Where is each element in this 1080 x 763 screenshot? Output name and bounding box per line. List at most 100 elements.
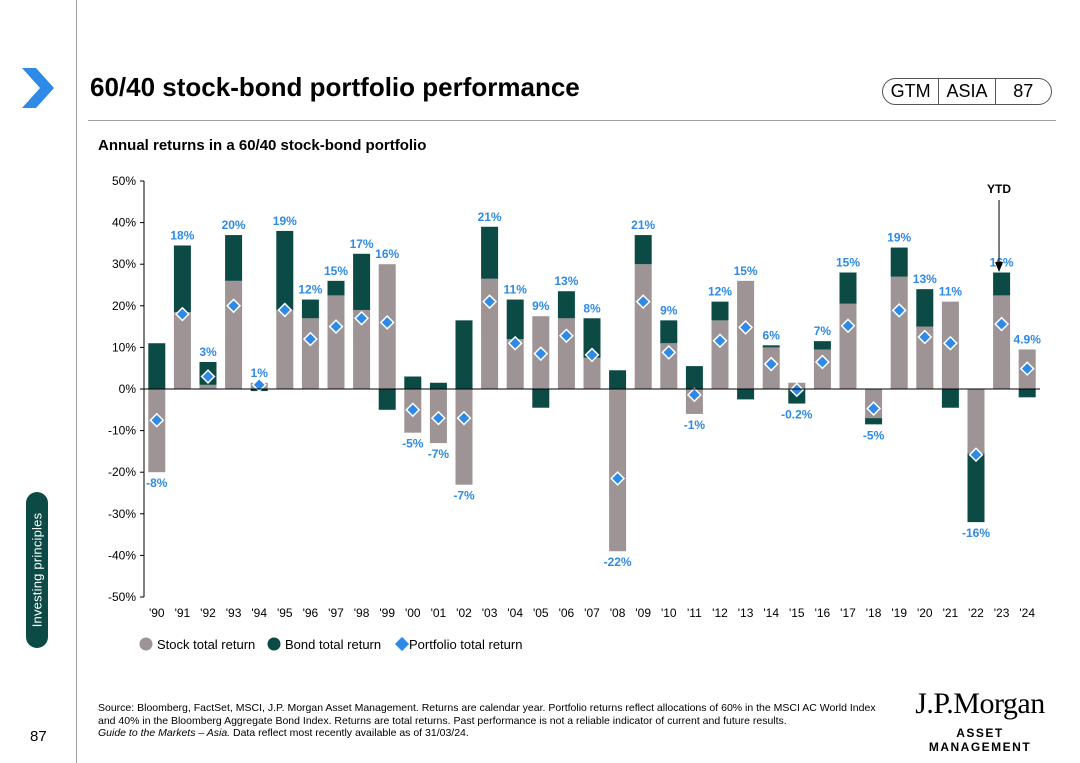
jpmorgan-logo: J.P.Morgan ASSET MANAGEMENT <box>905 688 1055 755</box>
bond-bar <box>353 253 371 310</box>
portfolio-marker <box>738 320 754 335</box>
x-tick-label: '18 <box>866 606 882 620</box>
data-label: -5% <box>863 428 885 442</box>
footnote: Source: Bloomberg, FactSet, MSCI, J.P. M… <box>98 702 888 740</box>
portfolio-marker <box>558 328 574 344</box>
data-label: 4.9% <box>1014 332 1042 346</box>
data-label: 3% <box>199 345 217 359</box>
x-tick-label: '19 <box>891 606 907 620</box>
portfolio-marker <box>226 298 242 314</box>
bond-bar <box>148 343 166 389</box>
portfolio-marker <box>507 335 523 351</box>
bond-bar <box>404 376 422 389</box>
portfolio-marker <box>405 402 421 418</box>
portfolio-marker <box>584 347 600 363</box>
portfolio-marker <box>789 382 805 398</box>
page-title: 60/40 stock-bond portfolio performance <box>90 72 580 102</box>
portfolio-marker <box>712 333 728 349</box>
legend-bond-swatch <box>267 637 281 651</box>
bond-bar <box>532 389 550 408</box>
x-tick-label: '04 <box>507 606 523 620</box>
data-label: 15% <box>324 264 348 278</box>
data-label: 15% <box>836 256 860 270</box>
x-tick-label: '05 <box>533 606 549 620</box>
bond-bar <box>762 345 780 348</box>
y-tick-label: -40% <box>108 548 136 562</box>
bond-bar <box>429 382 447 389</box>
chevron-right-icon <box>22 68 54 108</box>
portfolio-marker <box>814 354 830 370</box>
stock-bar <box>225 280 243 389</box>
data-label: 11% <box>939 285 963 299</box>
bond-bar <box>967 453 985 523</box>
footnote-data-note: Data reflect most recently available as … <box>230 727 469 739</box>
bond-bar <box>506 299 524 340</box>
x-tick-label: '24 <box>1019 606 1035 620</box>
x-tick-label: '21 <box>943 606 959 620</box>
portfolio-marker <box>149 412 165 428</box>
stock-bar <box>583 357 601 389</box>
stock-bar <box>609 389 627 552</box>
portfolio-marker <box>866 401 882 416</box>
bond-bar <box>916 289 934 327</box>
data-label: 12% <box>298 283 322 297</box>
portfolio-marker <box>968 447 984 463</box>
bond-bar <box>993 272 1011 296</box>
legend-bond-label: Bond total return <box>285 637 381 652</box>
bond-bar <box>173 245 191 313</box>
chart-title: Annual returns in a 60/40 stock-bond por… <box>98 137 427 154</box>
ytd-annotation: YTD <box>987 182 1011 196</box>
bond-bar <box>839 272 857 304</box>
portfolio-marker <box>174 306 190 322</box>
bond-bar <box>1018 389 1036 398</box>
gtm-badge: GTM ASIA 87 <box>882 78 1052 105</box>
x-tick-label: '03 <box>482 606 498 620</box>
data-label: 21% <box>631 218 655 232</box>
data-label: 8% <box>583 301 601 315</box>
x-tick-label: '91 <box>175 606 191 620</box>
data-label: 12% <box>708 285 732 299</box>
gtm-badge-region: ASIA <box>946 81 988 101</box>
x-tick-label: '90 <box>149 606 165 620</box>
data-label: 19% <box>273 214 297 228</box>
bond-bar <box>737 389 755 400</box>
x-tick-label: '11 <box>687 606 702 620</box>
data-label: 11% <box>504 283 528 297</box>
y-tick-label: -10% <box>108 424 136 438</box>
data-label: 18% <box>170 228 194 242</box>
y-tick-label: -50% <box>108 590 136 604</box>
stock-bar <box>276 309 294 389</box>
stock-bar <box>353 309 371 389</box>
portfolio-marker <box>635 294 651 310</box>
stock-bar <box>506 339 524 389</box>
portfolio-marker <box>354 310 370 326</box>
data-label: 9% <box>660 303 678 317</box>
bond-bar <box>276 230 294 310</box>
bond-bar <box>301 299 319 319</box>
portfolio-marker <box>840 318 856 334</box>
x-tick-label: '98 <box>354 606 370 620</box>
data-label: -1% <box>684 418 706 432</box>
title-divider <box>88 120 1056 121</box>
section-tab: Investing principles <box>26 492 48 648</box>
data-label: 13% <box>554 274 578 288</box>
stock-bar <box>993 295 1011 389</box>
legend-stock-swatch <box>139 637 153 651</box>
data-label: 20% <box>222 218 246 232</box>
page-number: 87 <box>30 728 47 745</box>
x-tick-label: '01 <box>431 606 447 620</box>
stock-bar <box>711 320 729 389</box>
portfolio-marker <box>430 410 446 426</box>
y-tick-label: -30% <box>108 507 136 521</box>
legend-portfolio-swatch <box>394 636 410 652</box>
data-label: -0.2% <box>781 408 813 422</box>
portfolio-marker <box>302 331 318 347</box>
data-label: 19% <box>887 231 911 245</box>
portfolio-marker <box>763 356 779 372</box>
stock-bar <box>481 278 499 389</box>
y-tick-label: -20% <box>108 465 136 479</box>
portfolio-marker <box>251 377 267 393</box>
logo-subtitle: ASSET MANAGEMENT <box>928 726 1032 754</box>
stock-bar <box>148 389 166 473</box>
